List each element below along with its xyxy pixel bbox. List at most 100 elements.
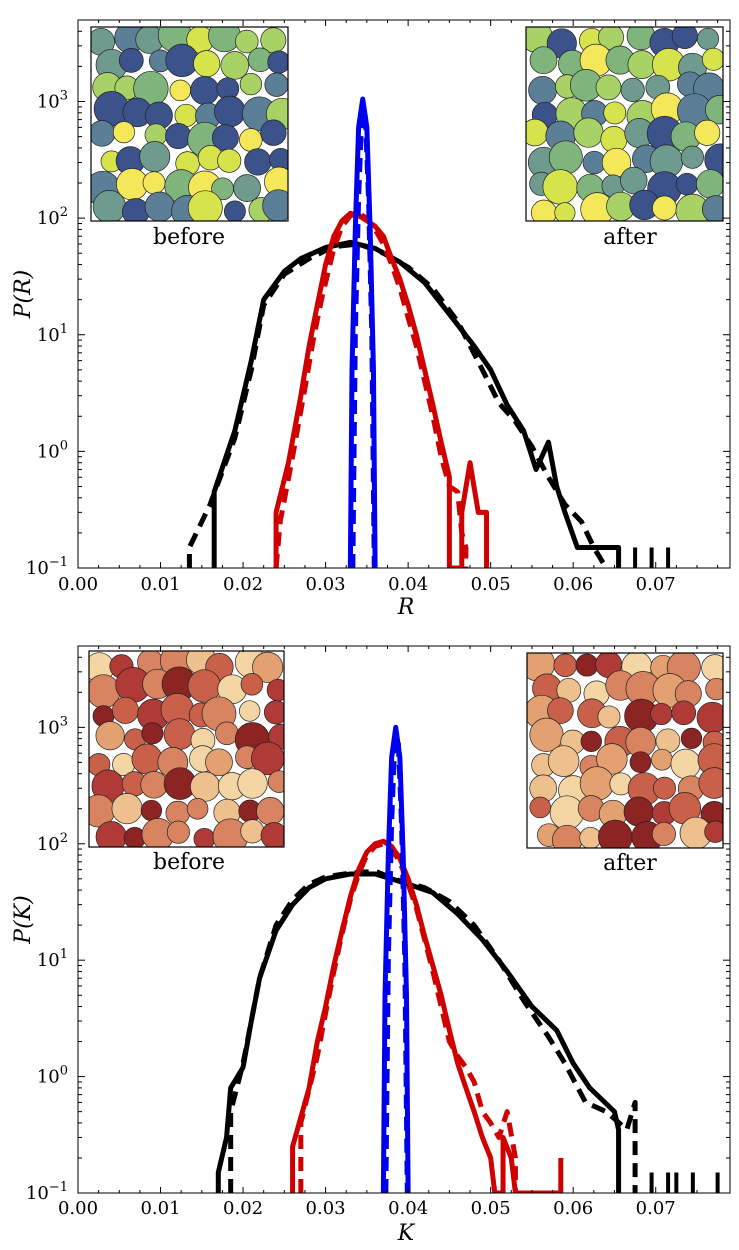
particle: [239, 72, 263, 96]
inset-frame: [525, 26, 724, 222]
particle: [163, 718, 196, 750]
y-tick-label: 103: [37, 89, 68, 113]
particle: [698, 767, 723, 799]
series-line-1: [186, 241, 609, 568]
y-tick-label: 10−1: [26, 1180, 68, 1204]
particle: [704, 820, 723, 843]
particle: [263, 700, 284, 725]
particle: [187, 190, 223, 221]
particle: [233, 174, 261, 202]
x-axis-label: R: [397, 595, 415, 620]
particle: [620, 166, 648, 195]
particle: [139, 141, 171, 173]
particle: [620, 77, 645, 102]
particle: [142, 171, 166, 195]
particle: [579, 766, 615, 801]
particle: [547, 697, 574, 724]
inset-frame: [88, 650, 285, 848]
particle: [595, 74, 622, 101]
plot-frame: [77, 645, 731, 1194]
particle: [208, 27, 241, 53]
particle: [266, 678, 284, 702]
particle: [214, 95, 246, 128]
particle: [653, 776, 676, 800]
particle: [112, 121, 135, 144]
particle: [651, 821, 676, 847]
y-tick-label: 102: [37, 205, 68, 229]
panel-k-distribution: before after 0.00 0.01 0.02 0.03 0.04 0.05 0.06 0…: [11, 645, 731, 1246]
x-tick-label: 0.07: [636, 1198, 676, 1219]
y-tick-label: 100: [37, 1064, 68, 1088]
particle: [701, 195, 723, 221]
y-axis-label: P(K): [11, 895, 36, 944]
inset-after: [526, 652, 724, 849]
particle: [627, 50, 657, 79]
particle: [529, 796, 551, 819]
particle: [554, 202, 576, 221]
particle: [650, 702, 673, 726]
particle: [579, 826, 602, 848]
x-tick-label: 0.04: [388, 574, 428, 595]
inset-particles: [527, 653, 723, 848]
inset-before: [88, 650, 285, 848]
plot-frame: [77, 19, 731, 569]
particle: [260, 822, 284, 847]
series-line-2: [290, 838, 564, 1193]
y-tick-label: 102: [37, 831, 68, 855]
particle: [597, 705, 621, 729]
particle: [239, 700, 261, 722]
particle: [111, 793, 143, 825]
x-axis-label: K: [397, 1221, 416, 1246]
x-tick-label: 0.03: [306, 1198, 346, 1219]
particle: [651, 748, 673, 771]
particle: [652, 195, 677, 221]
series-group: [215, 724, 720, 1193]
inset-frame: [526, 652, 724, 849]
x-tick-label: 0.03: [306, 574, 346, 595]
particle: [239, 128, 263, 152]
inset-particles: [89, 651, 284, 847]
y-axis-label: P(R): [11, 270, 36, 320]
particle: [252, 651, 284, 683]
particle: [220, 51, 250, 80]
panel-radius-distribution: before after 0.00 0.01 0.02 0.03 0.04 0.05 0.06 0…: [11, 19, 731, 620]
series-line-5: [383, 736, 410, 1193]
particle: [267, 770, 284, 793]
y-tick-label: 101: [37, 947, 68, 971]
particle: [240, 819, 265, 844]
particle: [671, 700, 697, 726]
particle: [260, 119, 287, 146]
inset-particles: [526, 27, 723, 221]
particle: [190, 771, 221, 802]
particle: [193, 827, 216, 847]
particle: [680, 145, 704, 169]
x-tick-label: 0.02: [223, 1198, 263, 1219]
particle: [205, 748, 233, 777]
particle: [215, 721, 239, 746]
y-tick-label: 100: [37, 438, 68, 462]
particle: [675, 172, 699, 196]
particle: [131, 743, 163, 775]
particle: [165, 43, 199, 78]
particle: [552, 824, 583, 848]
particle: [701, 654, 723, 682]
particle: [596, 743, 628, 775]
x-tick-label: 0.00: [58, 1198, 98, 1219]
particle: [694, 119, 721, 146]
particle: [603, 101, 627, 125]
series-line-2: [273, 210, 490, 568]
particle: [528, 75, 557, 105]
particle: [193, 50, 221, 78]
particle: [629, 751, 652, 774]
particle: [240, 673, 264, 696]
particle: [573, 117, 604, 148]
series-line-3: [298, 841, 518, 1193]
series-group: [186, 96, 671, 568]
y-tick-label: 10−1: [26, 555, 68, 579]
particle: [140, 771, 168, 799]
particle: [118, 48, 144, 73]
inset-frame: [90, 26, 289, 222]
particle: [705, 677, 723, 701]
